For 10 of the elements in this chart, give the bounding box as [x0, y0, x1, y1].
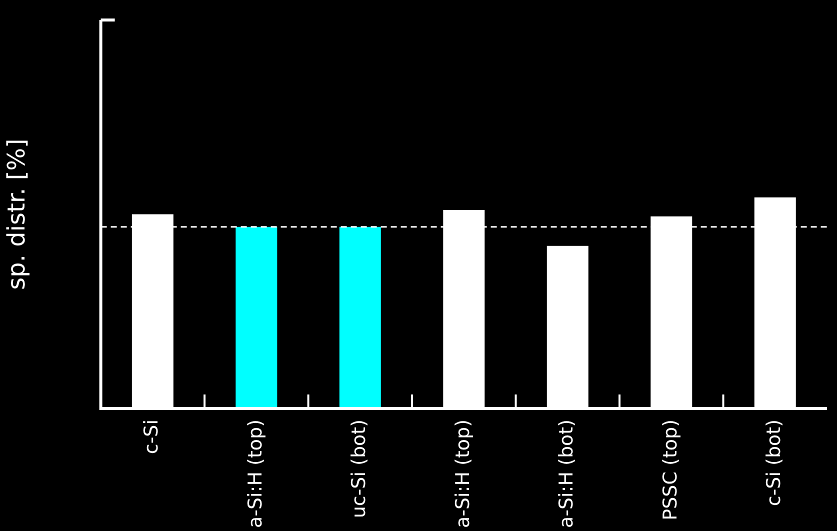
x-tick-label: c-Si (bot) — [763, 419, 786, 506]
x-tick-label: a-Si:H (bot) — [556, 419, 578, 528]
bar — [236, 226, 278, 408]
bar — [339, 226, 381, 408]
x-tick-label: a-Si:H (top) — [244, 419, 266, 528]
x-tick-label: uc-Si (bot) — [348, 419, 370, 518]
x-tick-label: c-Si — [140, 419, 163, 454]
x-tick-label: PSSC (top) — [659, 419, 682, 520]
x-tick-label: a-Si:H (top) — [452, 419, 474, 528]
y-axis-title: sp. distr. [%] — [2, 138, 31, 290]
